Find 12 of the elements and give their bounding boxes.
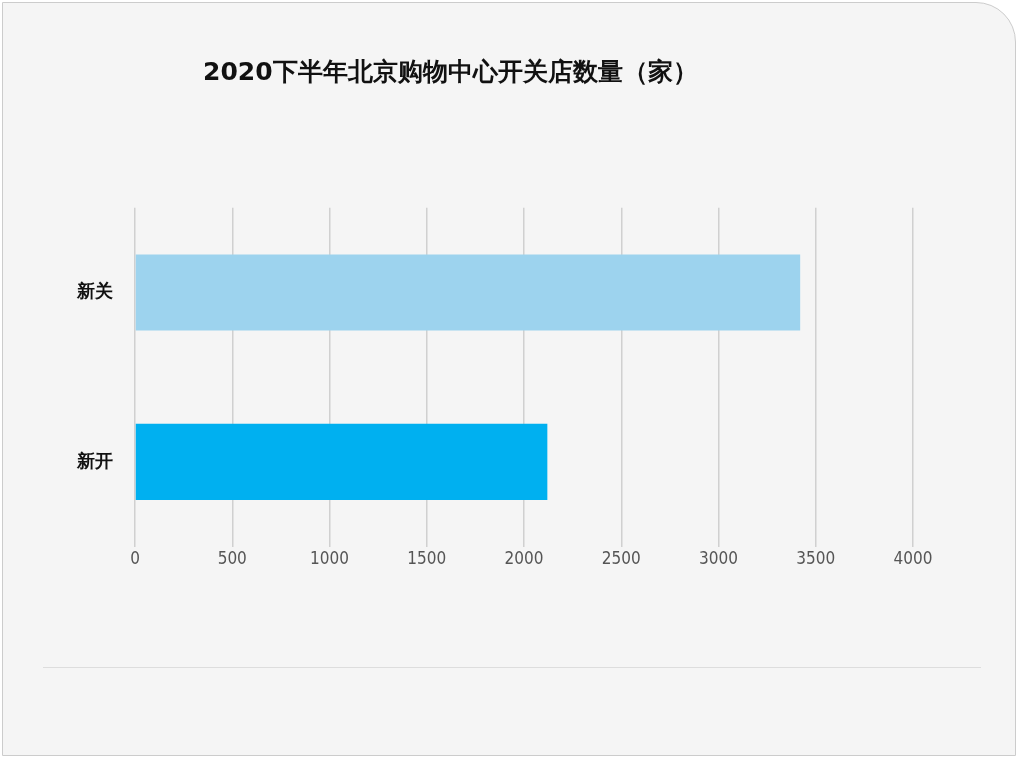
x-tick-label: 500 — [217, 548, 247, 569]
chart-title: 2020下半年北京购物中心开关店数量（家） — [203, 56, 699, 88]
y-tick-label: 新开 — [76, 450, 113, 471]
x-tick-label: 1500 — [407, 548, 447, 569]
x-tick-label: 1000 — [310, 548, 349, 569]
x-tick-label: 0 — [130, 548, 140, 569]
y-tick-label: 新关 — [76, 281, 113, 302]
x-tick-label: 4000 — [893, 548, 933, 569]
x-tick-label: 2000 — [504, 548, 544, 569]
x-tick-label: 3500 — [796, 548, 836, 569]
x-tick-label: 2500 — [601, 548, 641, 569]
x-tick-label: 3000 — [699, 548, 738, 569]
